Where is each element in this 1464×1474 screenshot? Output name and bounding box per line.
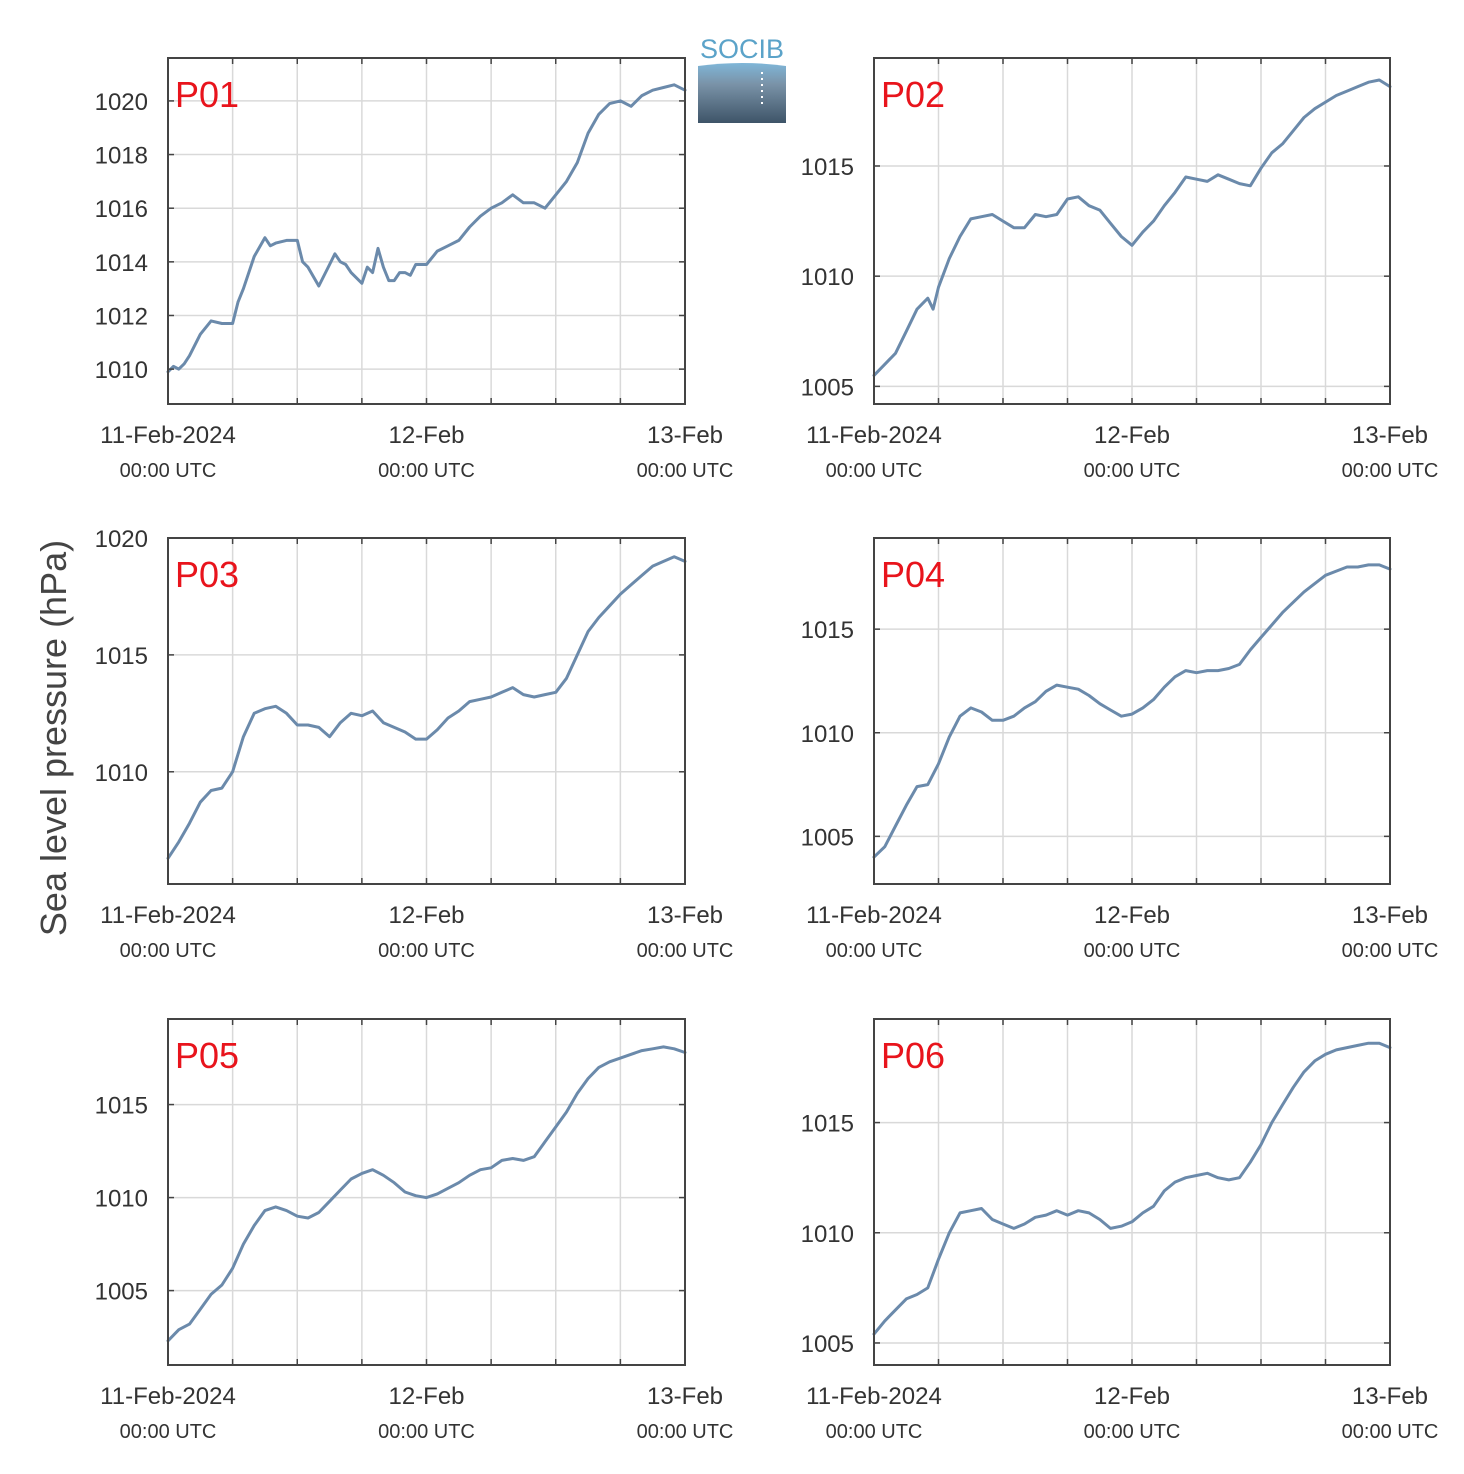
x-tick-date-label: 12-Feb bbox=[388, 1383, 464, 1410]
y-tick-label: 1010 bbox=[95, 357, 148, 384]
x-tick-time-label: 00:00 UTC bbox=[378, 940, 475, 962]
y-tick-label: 1015 bbox=[95, 643, 148, 670]
x-tick-time-label: 00:00 UTC bbox=[1342, 1421, 1439, 1443]
x-tick-time-label: 00:00 UTC bbox=[1342, 940, 1439, 962]
y-tick-label: 1010 bbox=[95, 760, 148, 787]
pressure-series-line bbox=[872, 78, 1392, 377]
x-tick-date-label: 13-Feb bbox=[647, 902, 723, 929]
y-tick-label: 1015 bbox=[801, 617, 854, 644]
logo-text: SOCIB bbox=[700, 34, 784, 64]
x-tick-time-label: 00:00 UTC bbox=[1084, 460, 1181, 482]
x-tick-date-label: 12-Feb bbox=[1094, 422, 1170, 449]
y-tick-label: 1010 bbox=[801, 1221, 854, 1248]
socib-logo: SOCIB bbox=[698, 34, 786, 123]
y-tick-label: 1005 bbox=[801, 374, 854, 401]
y-tick-label: 1014 bbox=[95, 250, 148, 277]
x-tick-date-label: 11-Feb-2024 bbox=[100, 422, 236, 449]
pressure-series-line bbox=[872, 1041, 1392, 1336]
x-tick-time-label: 00:00 UTC bbox=[1084, 1421, 1181, 1443]
x-tick-time-label: 00:00 UTC bbox=[826, 460, 923, 482]
x-tick-date-label: 13-Feb bbox=[647, 1383, 723, 1410]
panel-p04: 1005 1010 1015 11-Feb-2024 00:00 UTC 12-Feb 00… bbox=[801, 537, 1439, 962]
panel-label: P06 bbox=[881, 1035, 945, 1076]
panel-p02: 1005 1010 1015 11-Feb-2024 00:00 UTC 12-Feb 00… bbox=[801, 57, 1439, 482]
y-tick-label: 1012 bbox=[95, 303, 148, 330]
panel-label: P01 bbox=[175, 74, 239, 115]
x-tick-time-label: 00:00 UTC bbox=[1342, 460, 1439, 482]
x-tick-date-label: 12-Feb bbox=[1094, 902, 1170, 929]
y-tick-label: 1016 bbox=[95, 196, 148, 223]
y-tick-label: 1015 bbox=[801, 1111, 854, 1138]
panel-label: P04 bbox=[881, 554, 945, 595]
x-tick-time-label: 00:00 UTC bbox=[826, 940, 923, 962]
x-tick-time-label: 00:00 UTC bbox=[637, 940, 734, 962]
x-tick-date-label: 13-Feb bbox=[1352, 422, 1428, 449]
x-tick-date-label: 11-Feb-2024 bbox=[806, 1383, 942, 1410]
panel-p01: 1010 1012 1014 1016 1018 1020 11-Feb-2024 00:00… bbox=[95, 57, 734, 482]
panel-label: P05 bbox=[175, 1035, 239, 1076]
panel-p05: 1005 1010 1015 11-Feb-2024 00:00 UTC 12-Feb 00… bbox=[95, 1018, 734, 1443]
y-tick-label: 1005 bbox=[801, 1331, 854, 1358]
y-tick-label: 1015 bbox=[95, 1093, 148, 1120]
logo-wave-shape bbox=[698, 63, 786, 123]
x-tick-date-label: 11-Feb-2024 bbox=[100, 902, 236, 929]
panel-p03: 1010 1015 1020 11-Feb-2024 00:00 UTC 12-Feb 00… bbox=[95, 526, 734, 962]
x-tick-date-label: 13-Feb bbox=[1352, 902, 1428, 929]
x-tick-date-label: 12-Feb bbox=[388, 422, 464, 449]
y-tick-label: 1010 bbox=[95, 1186, 148, 1213]
x-tick-time-label: 00:00 UTC bbox=[637, 1421, 734, 1443]
y-tick-label: 1020 bbox=[95, 89, 148, 116]
panel-p06: 1005 1010 1015 11-Feb-2024 00:00 UTC 12-Feb 00… bbox=[801, 1018, 1439, 1443]
x-tick-date-label: 11-Feb-2024 bbox=[100, 1383, 236, 1410]
y-tick-label: 1010 bbox=[801, 721, 854, 748]
y-tick-label: 1005 bbox=[95, 1279, 148, 1306]
x-tick-date-label: 12-Feb bbox=[388, 902, 464, 929]
x-tick-time-label: 00:00 UTC bbox=[1084, 940, 1181, 962]
y-tick-label: 1005 bbox=[801, 824, 854, 851]
x-tick-time-label: 00:00 UTC bbox=[826, 1421, 923, 1443]
x-tick-time-label: 00:00 UTC bbox=[637, 460, 734, 482]
x-tick-date-label: 12-Feb bbox=[1094, 1383, 1170, 1410]
x-tick-date-label: 13-Feb bbox=[647, 422, 723, 449]
y-tick-label: 1018 bbox=[95, 143, 148, 170]
x-tick-time-label: 00:00 UTC bbox=[120, 1421, 217, 1443]
pressure-series-line bbox=[872, 563, 1392, 859]
y-tick-label: 1020 bbox=[95, 526, 148, 553]
pressure-series-line bbox=[166, 555, 687, 860]
x-tick-date-label: 11-Feb-2024 bbox=[806, 422, 942, 449]
panel-label: P03 bbox=[175, 554, 239, 595]
x-tick-time-label: 00:00 UTC bbox=[120, 940, 217, 962]
x-tick-time-label: 00:00 UTC bbox=[120, 460, 217, 482]
panels: 1010 1012 1014 1016 1018 1020 11-Feb-2024 00:00… bbox=[95, 57, 1439, 1443]
x-tick-time-label: 00:00 UTC bbox=[378, 1421, 475, 1443]
global-y-axis-label: Sea level pressure (hPa) bbox=[33, 540, 74, 936]
y-tick-label: 1015 bbox=[801, 154, 854, 181]
pressure-series-line bbox=[166, 1045, 687, 1343]
y-tick-label: 1010 bbox=[801, 264, 854, 291]
x-tick-date-label: 13-Feb bbox=[1352, 1383, 1428, 1410]
pressure-series-line bbox=[166, 83, 687, 374]
x-tick-time-label: 00:00 UTC bbox=[378, 460, 475, 482]
x-tick-date-label: 11-Feb-2024 bbox=[806, 902, 942, 929]
panel-label: P02 bbox=[881, 74, 945, 115]
